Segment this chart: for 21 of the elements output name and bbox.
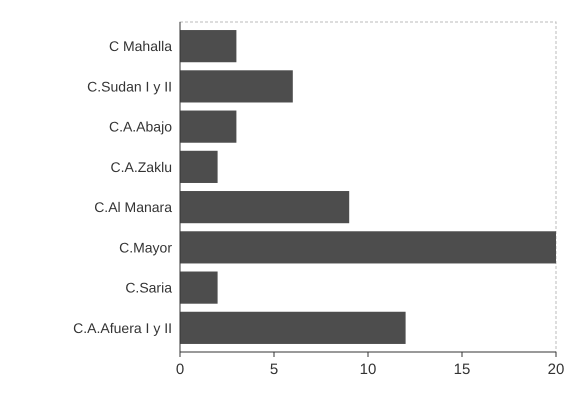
y-tick-label: C.A.Abajo [108,118,172,135]
y-tick-label: C Mahalla [108,38,172,54]
bar [180,272,218,304]
y-tick-label: C.Mayor [119,239,172,256]
y-tick-label: C.A.Zaklu [110,158,172,175]
x-tick-label: 20 [548,361,564,378]
bar [180,30,236,62]
x-tick-label: 15 [454,361,470,378]
x-tick-label: 10 [360,361,376,378]
y-tick-label: C.A.Afuera I y II [73,320,172,336]
x-tick-label: 0 [176,361,184,378]
bar [180,312,406,344]
y-tick-label: C.Sudan I y II [87,78,172,94]
bar [180,231,556,264]
x-tick-label: 5 [270,361,278,378]
y-tick-label: C.Al Manara [94,199,172,216]
bar [180,150,218,183]
bar [180,70,293,102]
bar [180,191,350,224]
y-tick-label: C.Saria [125,280,172,296]
bar [180,110,236,143]
